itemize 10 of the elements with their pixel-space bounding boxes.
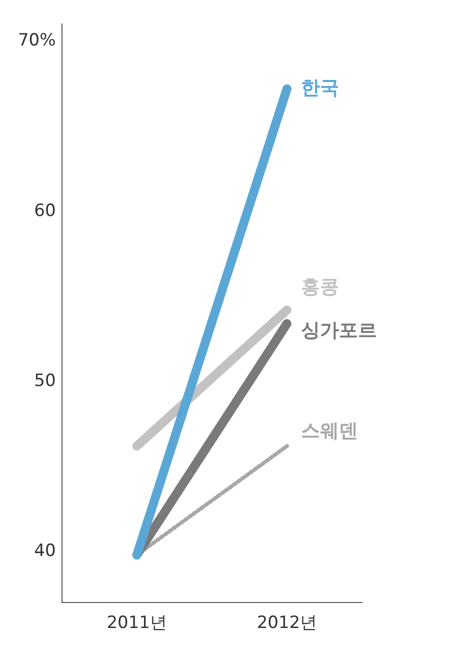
series-label: 홍콩	[300, 276, 339, 298]
y-tick-label: 40	[34, 540, 56, 561]
series-label: 스웨덴	[300, 420, 358, 442]
x-tick-label: 2012년	[256, 613, 318, 634]
x-tick-label: 2011년	[106, 613, 167, 634]
series-label: 싱가포르	[300, 320, 377, 342]
y-tick-label: 70%	[18, 30, 56, 51]
y-tick-label: 60	[34, 200, 56, 221]
series-label: 한국	[300, 76, 339, 99]
y-tick-label: 50	[34, 370, 56, 391]
